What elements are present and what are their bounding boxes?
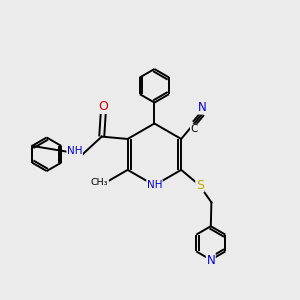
Text: N: N [206, 254, 215, 267]
Text: N: N [198, 101, 207, 114]
Text: O: O [98, 100, 108, 113]
Text: NH: NH [147, 180, 162, 190]
Text: NH: NH [67, 146, 83, 156]
Text: CH₃: CH₃ [91, 178, 108, 188]
Text: C: C [190, 124, 198, 134]
Text: S: S [196, 179, 204, 192]
